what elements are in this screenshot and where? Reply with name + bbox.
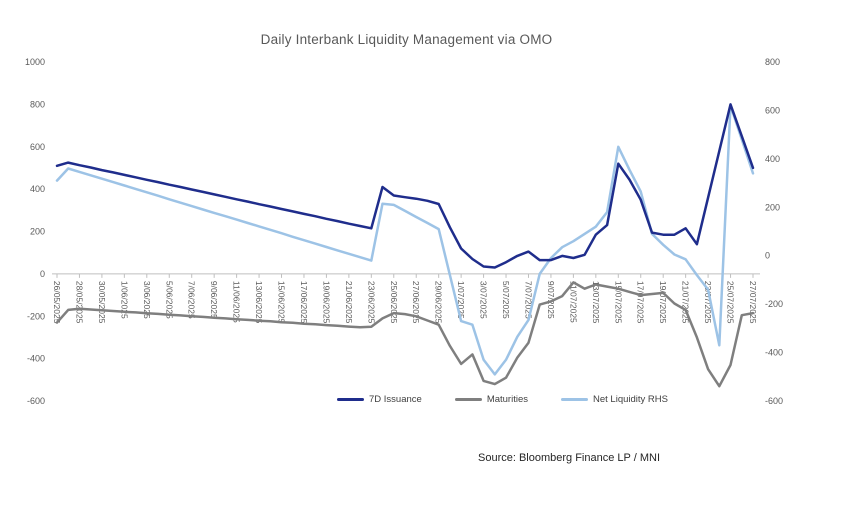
x-axis-date-label: 13/07/2025 — [591, 281, 601, 324]
x-axis-date-label: 1/06/2025 — [119, 281, 129, 319]
x-axis-date-label: 5/07/2025 — [501, 281, 511, 319]
right-axis-tick-label: -600 — [765, 396, 783, 406]
right-axis-tick-label: 400 — [765, 154, 780, 164]
left-axis-tick-label: 400 — [30, 184, 45, 194]
x-axis-date-label: 11/06/2025 — [232, 281, 242, 323]
legend-label: 7D Issuance — [369, 394, 422, 405]
x-axis-date-label: 17/07/2025 — [636, 281, 646, 324]
chart-title: Daily Interbank Liquidity Management via… — [260, 32, 553, 47]
chart-legend: 7D Issuance Maturities Net Liquidity RHS — [337, 394, 668, 405]
left-axis-tick-label: 1000 — [25, 57, 45, 67]
right-axis-tick-label: 0 — [765, 251, 770, 261]
legend-swatch-issuance-7d — [337, 398, 364, 401]
left-axis-tick-label: 600 — [30, 142, 45, 152]
legend-label: Maturities — [486, 394, 528, 405]
left-axis-tick-label: 0 — [40, 269, 45, 279]
x-axis-date-label: 25/07/2025 — [726, 281, 736, 324]
x-axis-date-label: 29/06/2025 — [434, 281, 444, 324]
legend-item-maturities: Maturities — [454, 394, 528, 405]
x-axis-date-label: 17/06/2025 — [299, 281, 309, 324]
series-line-issuance-7d — [55, 103, 755, 269]
x-axis-date-label: 27/06/2025 — [411, 281, 421, 324]
right-axis-tick-label: 600 — [765, 105, 780, 115]
left-axis-tick-label: 200 — [30, 227, 45, 237]
x-axis-date-label: 3/07/2025 — [479, 281, 489, 319]
x-axis-date-label: 23/07/2025 — [703, 281, 713, 324]
x-axis-date-label: 23/06/2025 — [366, 281, 376, 324]
source-note: Source: Bloomberg Finance LP / MNI — [478, 452, 660, 464]
left-axis-tick-label: -200 — [27, 311, 45, 321]
x-axis-date-label: 9/07/2025 — [546, 281, 556, 319]
left-axis-tick-label: 800 — [30, 99, 45, 109]
right-axis-tick-label: -400 — [765, 348, 783, 358]
x-axis-date-label: 21/07/2025 — [681, 281, 691, 324]
legend-swatch-maturities — [454, 398, 482, 401]
left-axis-tick-label: -600 — [27, 396, 45, 406]
series-line-net-liquidity-rhs — [55, 104, 755, 376]
x-axis-date-label: 28/05/2025 — [74, 281, 84, 324]
series-line-maturities — [55, 281, 755, 388]
x-axis-date-label: 15/06/2025 — [277, 281, 287, 324]
x-axis-date-label: 13/06/2025 — [254, 281, 264, 324]
legend-item-issuance-7d: 7D Issuance — [337, 394, 422, 405]
x-axis-date-label: 11/07/2025 — [568, 281, 578, 323]
x-axis-date-label: 7/06/2025 — [187, 281, 197, 319]
x-axis-date-label: 25/06/2025 — [389, 281, 399, 324]
legend-label: Net Liquidity RHS — [593, 394, 668, 405]
legend-swatch-net-liquidity-rhs — [561, 398, 588, 401]
x-axis-date-label: 19/06/2025 — [321, 281, 331, 324]
right-axis-tick-label: -200 — [765, 299, 783, 309]
x-axis-date-label: 21/06/2025 — [344, 281, 354, 324]
x-axis-date-label: 5/06/2025 — [164, 281, 174, 319]
x-axis-date-label: 19/07/2025 — [658, 281, 668, 324]
right-axis-tick-label: 200 — [765, 202, 780, 212]
x-axis-date-label: 15/07/2025 — [613, 281, 623, 324]
x-axis-date-label: 7/07/2025 — [523, 281, 533, 319]
x-axis-date-label: 1/07/2025 — [456, 281, 466, 319]
legend-item-net-liquidity-rhs: Net Liquidity RHS — [561, 394, 668, 405]
x-axis-date-label: 27/07/2025 — [748, 281, 758, 324]
x-axis-date-label: 26/05/2025 — [52, 281, 62, 324]
x-axis-date-label: 30/05/2025 — [97, 281, 107, 324]
right-axis-tick-label: 800 — [765, 57, 780, 67]
x-axis-date-label: 9/06/2025 — [209, 281, 219, 319]
x-axis-date-label: 3/06/2025 — [142, 281, 152, 319]
left-axis-tick-label: -400 — [27, 354, 45, 364]
